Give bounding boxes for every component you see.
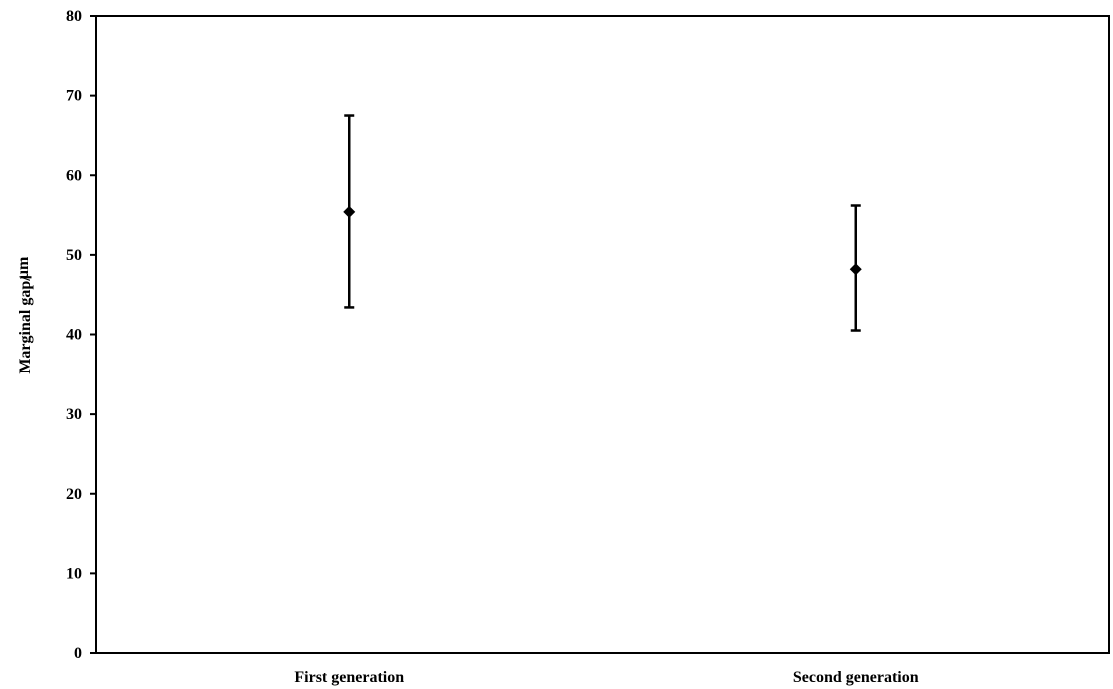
y-axis: 0 10 20 30 40 50 60 70 80 [66,8,96,662]
y-tick-label: 50 [66,247,82,264]
y-tick-label: 30 [66,406,82,423]
y-tick-label: 70 [66,88,82,105]
plot-border [95,15,1110,654]
y-tick-label: 0 [74,645,82,662]
y-axis-title: Marginal gap/ µm [15,256,34,374]
data-point-marker [343,205,356,218]
plot-area [95,15,1110,654]
data-point-marker [849,263,862,276]
x-category-label: Second generation [793,669,919,686]
y-tick-label: 60 [66,167,82,184]
y-tick-label: 20 [66,486,82,503]
data-series [343,114,862,332]
y-tick-label: 80 [66,8,82,25]
x-axis: First generation Second generation [294,669,918,686]
x-category-label: First generation [294,669,404,686]
y-axis-unit: µm [15,256,32,279]
y-axis-label: Marginal gap/ [17,276,34,374]
y-tick-label: 10 [66,565,82,582]
y-tick-label: 40 [66,327,82,344]
